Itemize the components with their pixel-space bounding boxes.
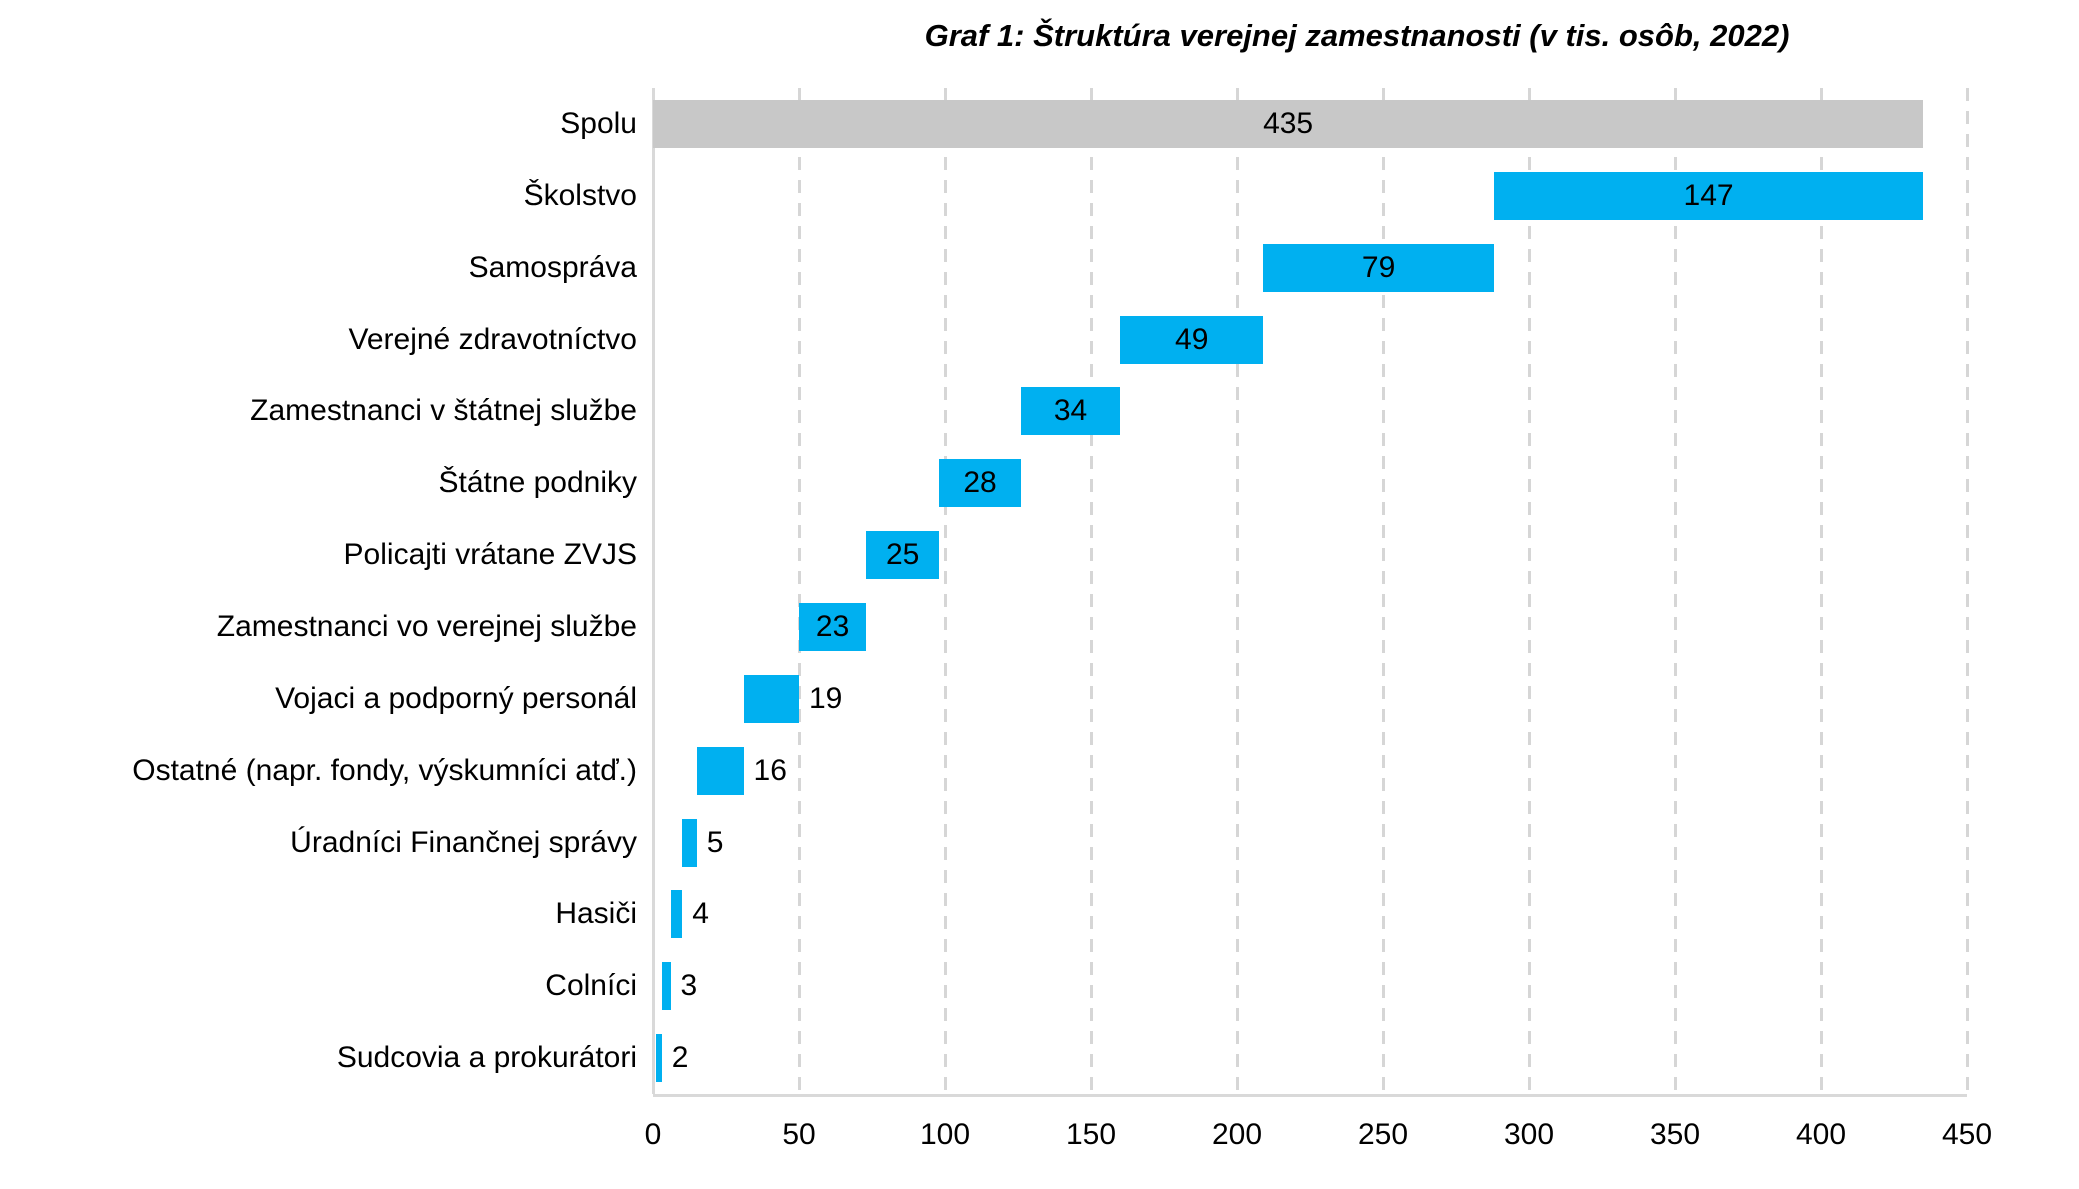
gridline [943, 88, 947, 1094]
category-label: Vojaci a podporný personál [275, 681, 637, 715]
gridline [1381, 88, 1385, 1094]
category-label: Hasiči [555, 897, 637, 931]
value-label: 3 [680, 969, 698, 1003]
category-label: Policajti vrátane ZVJS [343, 538, 637, 572]
value-label: 4 [692, 897, 709, 931]
value-label: 23 [815, 609, 850, 643]
chart-title: Graf 1: Štruktúra verejnej zamestnanosti… [924, 18, 1790, 53]
x-tick-label: 300 [1503, 1118, 1555, 1151]
bar [866, 531, 940, 580]
category-label: Ostatné (napr. fondy, výskumníci atď.) [132, 753, 637, 787]
value-label: 5 [706, 825, 724, 859]
x-tick-label: 400 [1795, 1118, 1847, 1151]
value-label: 28 [963, 466, 997, 500]
value-label: 435 [1263, 106, 1314, 140]
bar [682, 818, 697, 867]
bar [1020, 387, 1121, 436]
bar [1263, 243, 1494, 292]
category-label: Spolu [560, 106, 637, 140]
category-label: Štátne podniky [438, 466, 637, 500]
bar [1120, 315, 1264, 364]
x-axis-line [653, 1094, 1967, 1097]
category-label: Úradníci Finančnej správy [290, 825, 637, 859]
gridline [1673, 88, 1677, 1094]
value-label: 19 [809, 681, 843, 715]
bar [799, 602, 867, 651]
gridline [797, 88, 801, 1094]
bar [661, 962, 671, 1011]
x-tick-label: 50 [782, 1118, 816, 1151]
value-label: 49 [1175, 322, 1209, 356]
category-label: Colníci [545, 969, 637, 1003]
gridline [1089, 88, 1093, 1094]
y-axis-line [651, 88, 655, 1094]
gridline [1965, 88, 1969, 1094]
bar [743, 674, 799, 723]
category-label: Zamestnanci vo verejnej službe [216, 609, 637, 643]
x-tick-label: 250 [1357, 1118, 1409, 1151]
bar [696, 746, 744, 795]
x-tick-label: 100 [919, 1118, 971, 1151]
value-label: 79 [1361, 250, 1396, 284]
value-label: 25 [885, 538, 920, 572]
bar [670, 890, 683, 939]
gridline [1527, 88, 1531, 1094]
gridline [1235, 88, 1239, 1094]
category-label: Školstvo [523, 178, 637, 212]
value-label: 147 [1683, 178, 1734, 212]
value-label: 2 [671, 1041, 689, 1075]
category-label: Sudcovia a prokurátori [336, 1041, 637, 1075]
value-label: 16 [753, 753, 787, 787]
x-tick-label: 450 [1941, 1118, 1993, 1151]
bar [653, 99, 1924, 148]
bar [655, 1034, 662, 1083]
category-label: Verejné zdravotníctvo [348, 322, 637, 356]
x-tick-label: 350 [1649, 1118, 1701, 1151]
x-tick-label: 200 [1211, 1118, 1263, 1151]
bar [1493, 171, 1924, 220]
value-label: 34 [1053, 394, 1088, 428]
category-label: Samospráva [468, 250, 637, 284]
category-label: Zamestnanci v štátnej službe [250, 394, 637, 428]
x-tick-label: 0 [644, 1118, 662, 1151]
bar [939, 459, 1021, 508]
gridline [1819, 88, 1823, 1094]
x-tick-label: 150 [1065, 1118, 1117, 1151]
